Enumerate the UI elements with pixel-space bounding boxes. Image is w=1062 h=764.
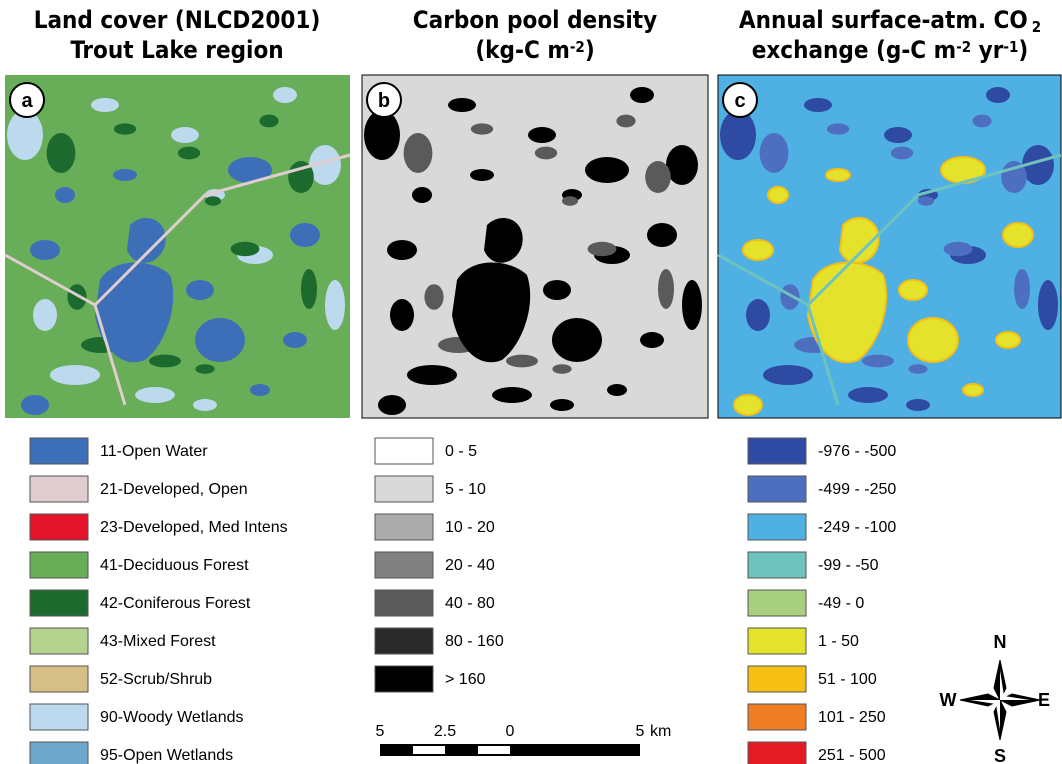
legend-swatch	[30, 514, 88, 540]
title-part: exchange (g-C m	[752, 36, 956, 64]
compass: N S W E	[940, 632, 1051, 764]
legend-swatch	[30, 476, 88, 502]
legend-label: -976 - -500	[818, 443, 896, 460]
legend-label: > 160	[445, 671, 486, 688]
scale-tick: 2.5	[434, 723, 456, 740]
legend-label: 80 - 160	[445, 633, 504, 650]
legend-label: 11-Open Water	[100, 443, 208, 460]
title-part: Land cover (NLCD2001)	[34, 6, 321, 34]
scale-tick: 0	[506, 723, 515, 740]
legend-label: 23-Developed, Med Intens	[100, 519, 288, 536]
legend-swatch	[30, 628, 88, 654]
title-part: -2	[956, 38, 971, 56]
legend-label: -49 - 0	[818, 595, 864, 612]
legend-swatch	[748, 704, 806, 730]
legend-label: 42-Coniferous Forest	[100, 595, 251, 612]
legend-swatch	[30, 704, 88, 730]
legend-label: 41-Deciduous Forest	[100, 557, 249, 574]
panel-title: Land cover (NLCD2001)	[34, 6, 321, 34]
legend-label: 101 - 250	[818, 709, 886, 726]
legend-label: 20 - 40	[445, 557, 495, 574]
title-part: (kg-C m	[475, 36, 570, 64]
scale-bar: 5 2.5 0 5 km	[376, 723, 672, 756]
legend-swatch	[748, 476, 806, 502]
legend-swatch	[375, 552, 433, 578]
legend-swatch	[748, 438, 806, 464]
legend-label: -249 - -100	[818, 519, 896, 536]
figure: N S W E 5 2.5 0 5 km Land cover (NLCD200…	[0, 0, 1062, 764]
legend-swatch	[748, 590, 806, 616]
panel-title: Trout Lake region	[70, 36, 283, 64]
panel-title: (kg-C m-2)	[475, 36, 594, 64]
scale-tick: 5	[376, 723, 385, 740]
title-part: yr	[971, 36, 1004, 64]
legend-swatch	[748, 666, 806, 692]
legend-swatch	[375, 628, 433, 654]
legend-label: 1 - 50	[818, 633, 859, 650]
compass-n: N	[994, 632, 1007, 652]
legend-label: -99 - -50	[818, 557, 879, 574]
legend-swatch	[30, 438, 88, 464]
legend-swatch	[748, 552, 806, 578]
map-a	[5, 75, 350, 418]
map-c	[718, 75, 1061, 418]
panel-title: exchange (g-C m-2 yr-1)	[752, 36, 1029, 64]
panel-title: Carbon pool density	[413, 6, 657, 34]
legend-label: 40 - 80	[445, 595, 495, 612]
title-part: 2	[1032, 18, 1041, 36]
legend-label: 95-Open Wetlands	[100, 747, 233, 764]
legend-swatch	[748, 742, 806, 764]
legend-swatch	[375, 666, 433, 692]
legend-label: 21-Developed, Open	[100, 481, 248, 498]
title-part: )	[1018, 36, 1028, 64]
legend-label: 251 - 500	[818, 747, 886, 764]
legend-swatch	[748, 628, 806, 654]
compass-e: E	[1038, 690, 1050, 710]
panel-label: a	[21, 90, 33, 112]
scale-tick: 5	[636, 723, 645, 740]
title-part: Annual surface-atm. CO	[739, 6, 1028, 34]
legend-swatch	[375, 438, 433, 464]
legend-label: 51 - 100	[818, 671, 877, 688]
legend-swatch	[30, 742, 88, 764]
legend-swatch	[748, 514, 806, 540]
title-part: )	[585, 36, 595, 64]
legend-label: -499 - -250	[818, 481, 896, 498]
map-b	[362, 75, 708, 418]
legend-swatch	[375, 514, 433, 540]
panel-label: c	[734, 90, 745, 112]
title-part: -1	[1003, 38, 1018, 56]
legend-swatch	[30, 666, 88, 692]
legend-label: 52-Scrub/Shrub	[100, 671, 212, 688]
maps	[5, 75, 1061, 418]
legend-swatch	[375, 476, 433, 502]
compass-s: S	[994, 746, 1006, 764]
legend-swatch	[375, 590, 433, 616]
legend-label: 5 - 10	[445, 481, 486, 498]
title-part: -2	[570, 38, 585, 56]
compass-w: W	[940, 690, 957, 710]
legend-swatch	[30, 552, 88, 578]
legend-label: 43-Mixed Forest	[100, 633, 216, 650]
legend-label: 10 - 20	[445, 519, 495, 536]
scale-unit: km	[650, 723, 671, 740]
legend-label: 90-Woody Wetlands	[100, 709, 243, 726]
title-part: Carbon pool density	[413, 6, 657, 34]
title-part: Trout Lake region	[70, 36, 283, 64]
legend-label: 0 - 5	[445, 443, 477, 460]
legend-swatch	[30, 590, 88, 616]
panel-label: b	[378, 90, 390, 112]
